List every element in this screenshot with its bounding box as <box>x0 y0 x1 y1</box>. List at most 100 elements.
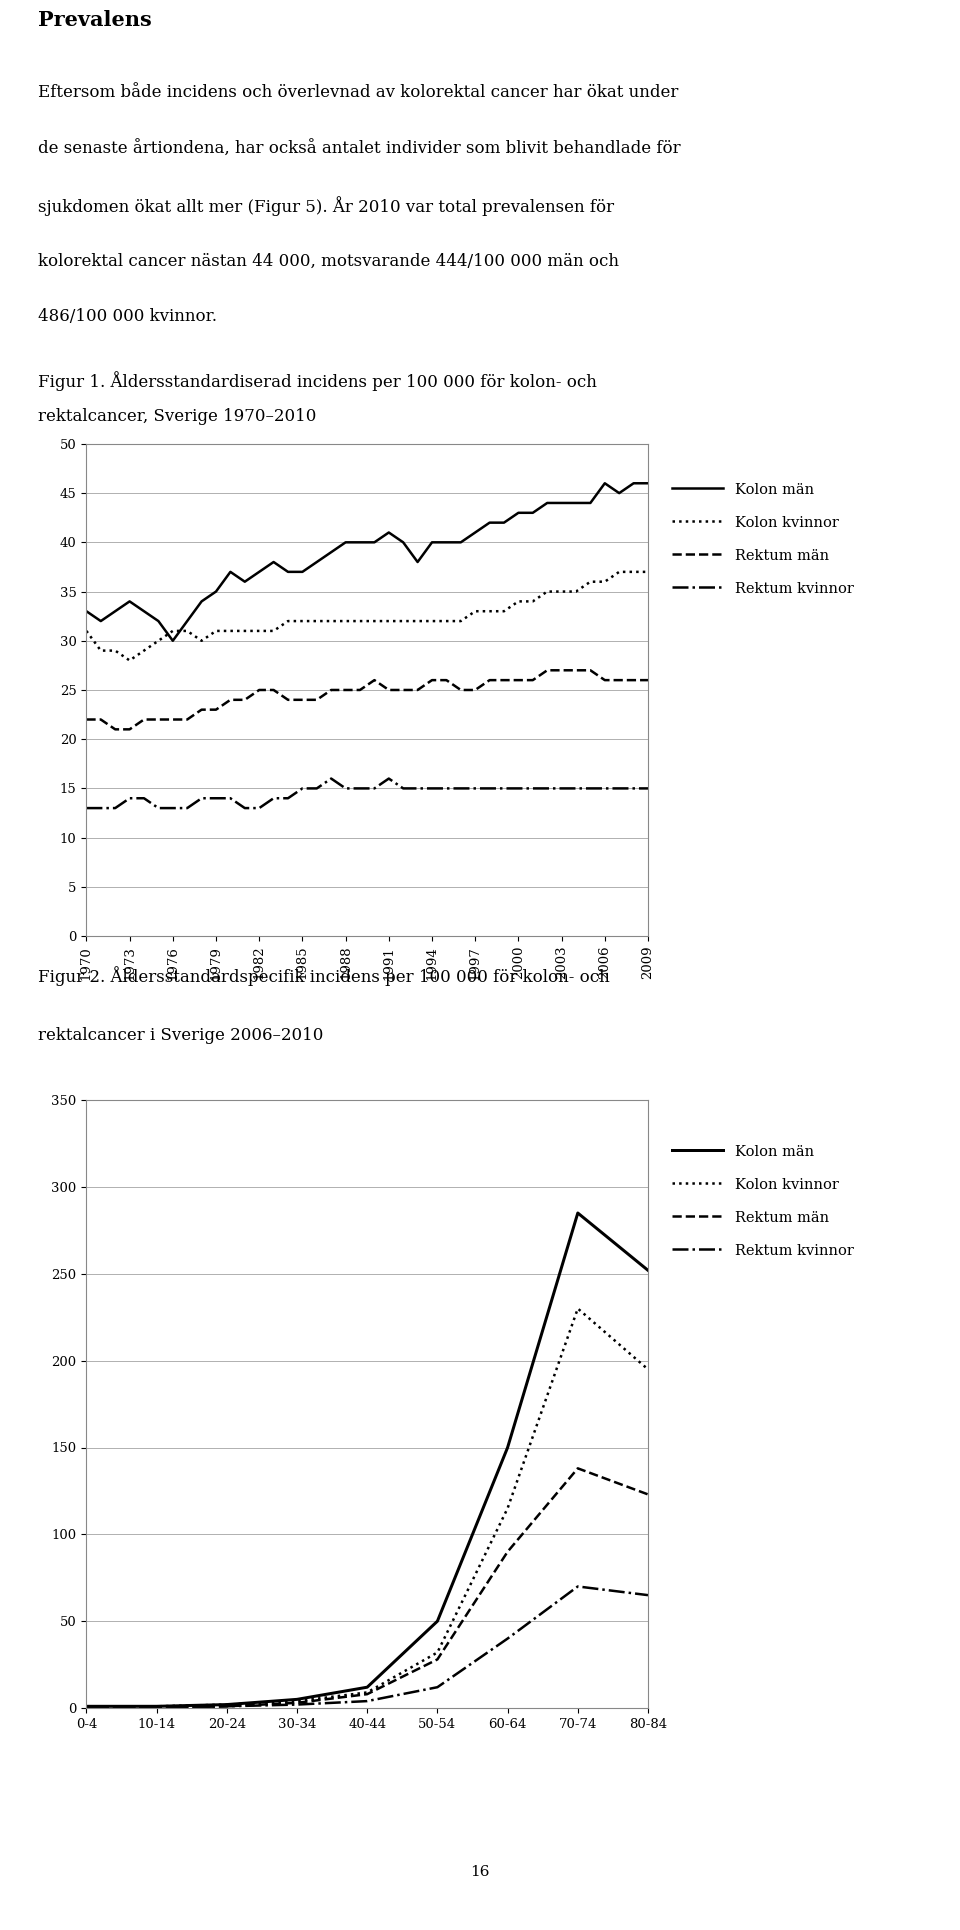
Kolon män <box>311 550 323 573</box>
Rektum män <box>469 677 481 701</box>
Kolon män <box>181 610 193 633</box>
Rektum kvinnor <box>282 787 294 811</box>
Kolon män <box>498 511 510 535</box>
Kolon män <box>151 1695 162 1718</box>
Text: kolorektal cancer nästan 44 000, motsvarande 444/100 000 män och: kolorektal cancer nästan 44 000, motsvar… <box>38 253 619 270</box>
Kolon kvinnor <box>239 620 251 643</box>
Kolon män <box>455 531 467 554</box>
Legend: Kolon män, Kolon kvinnor, Rektum män, Rektum kvinnor: Kolon män, Kolon kvinnor, Rektum män, Re… <box>666 1139 860 1264</box>
Rektum kvinnor <box>369 776 380 799</box>
Kolon kvinnor <box>469 600 481 623</box>
Rektum kvinnor <box>570 776 582 799</box>
Rektum kvinnor <box>628 776 639 799</box>
Rektum män <box>432 1648 444 1671</box>
Rektum män <box>361 1683 372 1706</box>
Rektum män <box>455 677 467 701</box>
Rektum män <box>282 689 294 712</box>
Kolon män <box>253 560 265 583</box>
Kolon män <box>210 579 222 602</box>
Text: rektalcancer i Sverige 2006–2010: rektalcancer i Sverige 2006–2010 <box>38 1027 324 1044</box>
Rektum män <box>570 658 582 681</box>
Rektum kvinnor <box>361 1689 372 1712</box>
Line: Rektum män: Rektum män <box>86 1469 648 1708</box>
Rektum män <box>556 658 567 681</box>
Kolon kvinnor <box>383 610 395 633</box>
Rektum kvinnor <box>572 1575 584 1598</box>
Rektum män <box>541 658 553 681</box>
Kolon män <box>225 560 236 583</box>
Kolon män <box>599 471 611 494</box>
Rektum kvinnor <box>432 1675 444 1698</box>
Kolon kvinnor <box>541 579 553 602</box>
Kolon män <box>412 550 423 573</box>
Rektum män <box>502 1540 514 1563</box>
Kolon män <box>138 600 150 623</box>
Kolon kvinnor <box>556 579 567 602</box>
Kolon kvinnor <box>642 1359 654 1382</box>
Kolon kvinnor <box>325 610 337 633</box>
Rektum män <box>498 668 510 691</box>
Rektum män <box>311 689 323 712</box>
Rektum kvinnor <box>498 776 510 799</box>
Kolon kvinnor <box>628 560 639 583</box>
Rektum män <box>210 699 222 722</box>
Rektum män <box>426 668 438 691</box>
Kolon kvinnor <box>138 639 150 662</box>
Kolon kvinnor <box>484 600 495 623</box>
Kolon män <box>426 531 438 554</box>
Kolon kvinnor <box>311 610 323 633</box>
Rektum män <box>95 708 107 731</box>
Rektum kvinnor <box>642 1583 654 1606</box>
Rektum kvinnor <box>613 776 625 799</box>
Kolon män <box>628 471 639 494</box>
Rektum kvinnor <box>221 1695 232 1718</box>
Kolon kvinnor <box>397 610 409 633</box>
Rektum män <box>297 689 308 712</box>
Rektum kvinnor <box>541 776 553 799</box>
Kolon kvinnor <box>585 569 596 593</box>
Kolon män <box>432 1610 444 1633</box>
Kolon kvinnor <box>354 610 366 633</box>
Kolon kvinnor <box>599 569 611 593</box>
Kolon kvinnor <box>109 639 121 662</box>
Kolon kvinnor <box>268 620 279 643</box>
Kolon kvinnor <box>412 610 423 633</box>
Line: Rektum kvinnor: Rektum kvinnor <box>86 1586 648 1708</box>
Line: Rektum män: Rektum män <box>86 670 648 730</box>
Rektum kvinnor <box>311 776 323 799</box>
Rektum kvinnor <box>81 1696 92 1720</box>
Rektum män <box>642 1482 654 1505</box>
Kolon män <box>397 531 409 554</box>
Rektum män <box>291 1691 302 1714</box>
Kolon män <box>325 540 337 564</box>
Kolon män <box>81 600 92 623</box>
Text: 16: 16 <box>470 1864 490 1880</box>
Kolon män <box>282 560 294 583</box>
Kolon kvinnor <box>81 1695 92 1718</box>
Kolon män <box>340 531 351 554</box>
Rektum kvinnor <box>340 776 351 799</box>
Rektum kvinnor <box>253 797 265 820</box>
Rektum kvinnor <box>412 776 423 799</box>
Rektum kvinnor <box>151 1696 162 1720</box>
Rektum män <box>572 1457 584 1480</box>
Rektum kvinnor <box>181 797 193 820</box>
Rektum kvinnor <box>95 797 107 820</box>
Rektum män <box>642 668 654 691</box>
Rektum kvinnor <box>469 776 481 799</box>
Text: Eftersom både incidens och överlevnad av kolorektal cancer har ökat under: Eftersom både incidens och överlevnad av… <box>38 85 679 102</box>
Kolon kvinnor <box>455 610 467 633</box>
Rektum kvinnor <box>167 797 179 820</box>
Line: Kolon män: Kolon män <box>86 482 648 641</box>
Text: 486/100 000 kvinnor.: 486/100 000 kvinnor. <box>38 309 217 326</box>
Kolon män <box>585 492 596 515</box>
Kolon kvinnor <box>221 1693 232 1716</box>
Kolon kvinnor <box>361 1681 372 1704</box>
Rektum kvinnor <box>297 776 308 799</box>
Kolon kvinnor <box>81 620 92 643</box>
Rektum kvinnor <box>153 797 164 820</box>
Rektum män <box>412 677 423 701</box>
Rektum män <box>484 668 495 691</box>
Kolon män <box>124 591 135 614</box>
Kolon män <box>513 502 524 525</box>
